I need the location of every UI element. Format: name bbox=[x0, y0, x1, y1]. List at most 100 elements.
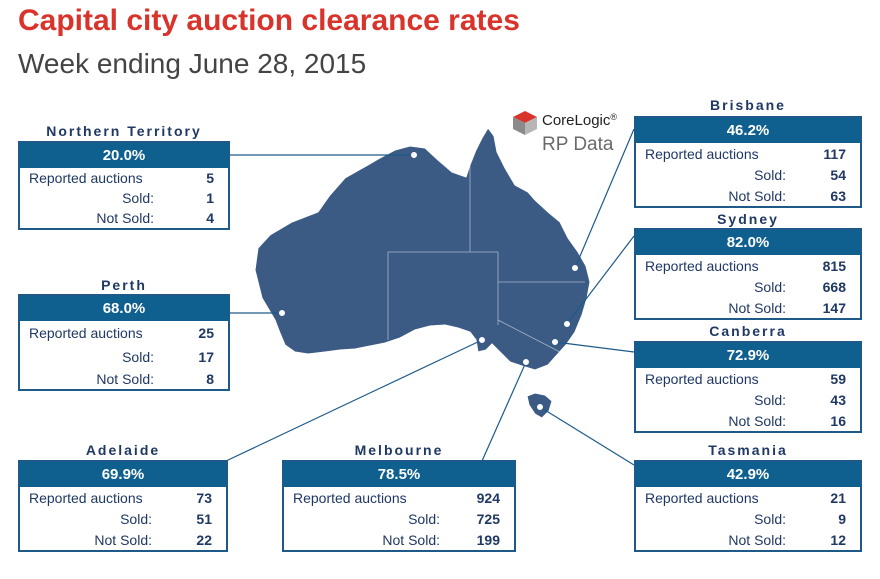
sold-row: Sold: 17 bbox=[20, 345, 228, 369]
sold-value: 1 bbox=[206, 190, 214, 206]
city-name-tasmania: Tasmania bbox=[708, 442, 788, 458]
clearance-rate: 82.0% bbox=[636, 230, 860, 255]
city-card-adelaide: 69.9% Reported auctions 73 Sold: 51 Not Sold:… bbox=[18, 460, 228, 552]
not-sold-label: Not Sold: bbox=[94, 532, 152, 548]
reported-auctions-value: 5 bbox=[206, 170, 214, 186]
reported-auctions-row: Reported auctions 117 bbox=[636, 143, 860, 164]
leader-line-tasmania bbox=[539, 406, 635, 466]
reported-auctions-label: Reported auctions bbox=[293, 490, 407, 506]
sold-label: Sold: bbox=[754, 392, 786, 408]
reported-auctions-row: Reported auctions 924 bbox=[284, 487, 514, 508]
not-sold-value: 12 bbox=[830, 532, 846, 548]
not-sold-label: Not Sold: bbox=[96, 371, 154, 387]
leader-line-canberra bbox=[554, 341, 635, 353]
city-card-tasmania: 42.9% Reported auctions 21 Sold: 9 Not Sold: 1… bbox=[634, 460, 862, 552]
sold-label: Sold: bbox=[754, 279, 786, 295]
not-sold-label: Not Sold: bbox=[728, 188, 786, 204]
not-sold-label: Not Sold: bbox=[728, 300, 786, 316]
city-marker-sydney bbox=[563, 320, 571, 328]
not-sold-row: Not Sold: 63 bbox=[636, 185, 860, 206]
sold-label: Sold: bbox=[754, 167, 786, 183]
not-sold-row: Not Sold: 16 bbox=[636, 410, 860, 431]
not-sold-row: Not Sold: 147 bbox=[636, 297, 860, 318]
city-name-brisbane: Brisbane bbox=[710, 97, 786, 113]
not-sold-row: Not Sold: 12 bbox=[636, 529, 860, 550]
sold-row: Sold: 51 bbox=[20, 508, 226, 529]
reported-auctions-label: Reported auctions bbox=[29, 170, 143, 186]
city-markers bbox=[278, 151, 579, 411]
reported-auctions-row: Reported auctions 5 bbox=[20, 168, 228, 188]
reported-auctions-label: Reported auctions bbox=[29, 490, 143, 506]
logo-brand: CoreLogic bbox=[542, 112, 611, 129]
city-marker-adelaide bbox=[478, 336, 486, 344]
reported-auctions-label: Reported auctions bbox=[645, 490, 759, 506]
not-sold-row: Not Sold: 22 bbox=[20, 529, 226, 550]
city-marker-perth bbox=[278, 309, 286, 317]
not-sold-value: 199 bbox=[476, 532, 500, 548]
city-name-adelaide: Adelaide bbox=[85, 442, 161, 458]
city-name-northern-territory: Northern Territory bbox=[46, 123, 202, 139]
sold-row: Sold: 725 bbox=[284, 508, 514, 529]
not-sold-label: Not Sold: bbox=[728, 413, 786, 429]
reported-auctions-value: 73 bbox=[196, 490, 212, 506]
city-card-melbourne: 78.5% Reported auctions 924 Sold: 725 Not Sol… bbox=[282, 460, 516, 552]
city-marker-darwin bbox=[410, 151, 418, 159]
reported-auctions-value: 25 bbox=[198, 325, 214, 341]
city-card-sydney: 82.0% Reported auctions 815 Sold: 668 Not Sol… bbox=[634, 228, 862, 320]
clearance-rate: 46.2% bbox=[636, 118, 860, 143]
reported-auctions-row: Reported auctions 59 bbox=[636, 368, 860, 389]
city-name-sydney: Sydney bbox=[717, 211, 779, 227]
not-sold-value: 8 bbox=[206, 371, 214, 387]
sold-value: 668 bbox=[822, 279, 846, 295]
clearance-rate: 69.9% bbox=[20, 462, 226, 487]
sold-label: Sold: bbox=[120, 511, 152, 527]
corelogic-logo-icon bbox=[513, 111, 537, 135]
city-name-canberra: Canberra bbox=[709, 323, 787, 339]
reported-auctions-value: 117 bbox=[823, 146, 846, 162]
sold-value: 9 bbox=[838, 511, 846, 527]
corelogic-logo: CoreLogic® RP Data bbox=[512, 104, 622, 164]
sold-row: Sold: 43 bbox=[636, 389, 860, 410]
sold-value: 54 bbox=[830, 167, 846, 183]
not-sold-label: Not Sold: bbox=[728, 532, 786, 548]
not-sold-row: Not Sold: 199 bbox=[284, 529, 514, 550]
page-title: Capital city auction clearance rates bbox=[18, 4, 520, 37]
reported-auctions-label: Reported auctions bbox=[29, 325, 143, 341]
not-sold-value: 147 bbox=[822, 300, 846, 316]
sold-value: 43 bbox=[830, 392, 846, 408]
state-borders bbox=[387, 162, 585, 353]
clearance-rate: 68.0% bbox=[20, 296, 228, 321]
not-sold-value: 22 bbox=[196, 532, 212, 548]
leader-line-brisbane bbox=[574, 128, 635, 269]
logo-trademark: ® bbox=[610, 112, 618, 122]
reported-auctions-value: 924 bbox=[476, 490, 500, 506]
not-sold-value: 4 bbox=[206, 210, 214, 226]
city-card-northern-territory: 20.0% Reported auctions 5 Sold: 1 Not Sold: 4 bbox=[18, 141, 230, 230]
not-sold-row: Not Sold: 4 bbox=[20, 208, 228, 228]
not-sold-row: Not Sold: 8 bbox=[20, 369, 228, 389]
mainland-shape bbox=[254, 127, 591, 371]
clearance-rate: 42.9% bbox=[636, 462, 860, 487]
reported-auctions-label: Reported auctions bbox=[645, 371, 759, 387]
logo-sub: RP Data bbox=[542, 134, 614, 155]
not-sold-value: 63 bbox=[830, 188, 846, 204]
city-marker-brisbane bbox=[571, 264, 579, 272]
city-card-canberra: 72.9% Reported auctions 59 Sold: 43 Not Sold:… bbox=[634, 341, 862, 433]
reported-auctions-value: 59 bbox=[830, 371, 846, 387]
city-card-perth: 68.0% Reported auctions 25 Sold: 17 Not Sold:… bbox=[18, 294, 230, 391]
sold-row: Sold: 1 bbox=[20, 188, 228, 208]
leader-lines bbox=[225, 128, 635, 466]
reported-auctions-value: 815 bbox=[822, 258, 846, 274]
clearance-rate: 78.5% bbox=[284, 462, 514, 487]
clearance-rate: 72.9% bbox=[636, 343, 860, 368]
sold-row: Sold: 668 bbox=[636, 276, 860, 297]
reported-auctions-value: 21 bbox=[830, 490, 846, 506]
clearance-rate: 20.0% bbox=[20, 143, 228, 168]
sold-value: 17 bbox=[198, 349, 214, 365]
sold-label: Sold: bbox=[122, 349, 154, 365]
sold-label: Sold: bbox=[754, 511, 786, 527]
not-sold-value: 16 bbox=[830, 413, 846, 429]
page-subtitle: Week ending June 28, 2015 bbox=[18, 48, 367, 79]
city-name-melbourne: Melbourne bbox=[354, 442, 444, 458]
